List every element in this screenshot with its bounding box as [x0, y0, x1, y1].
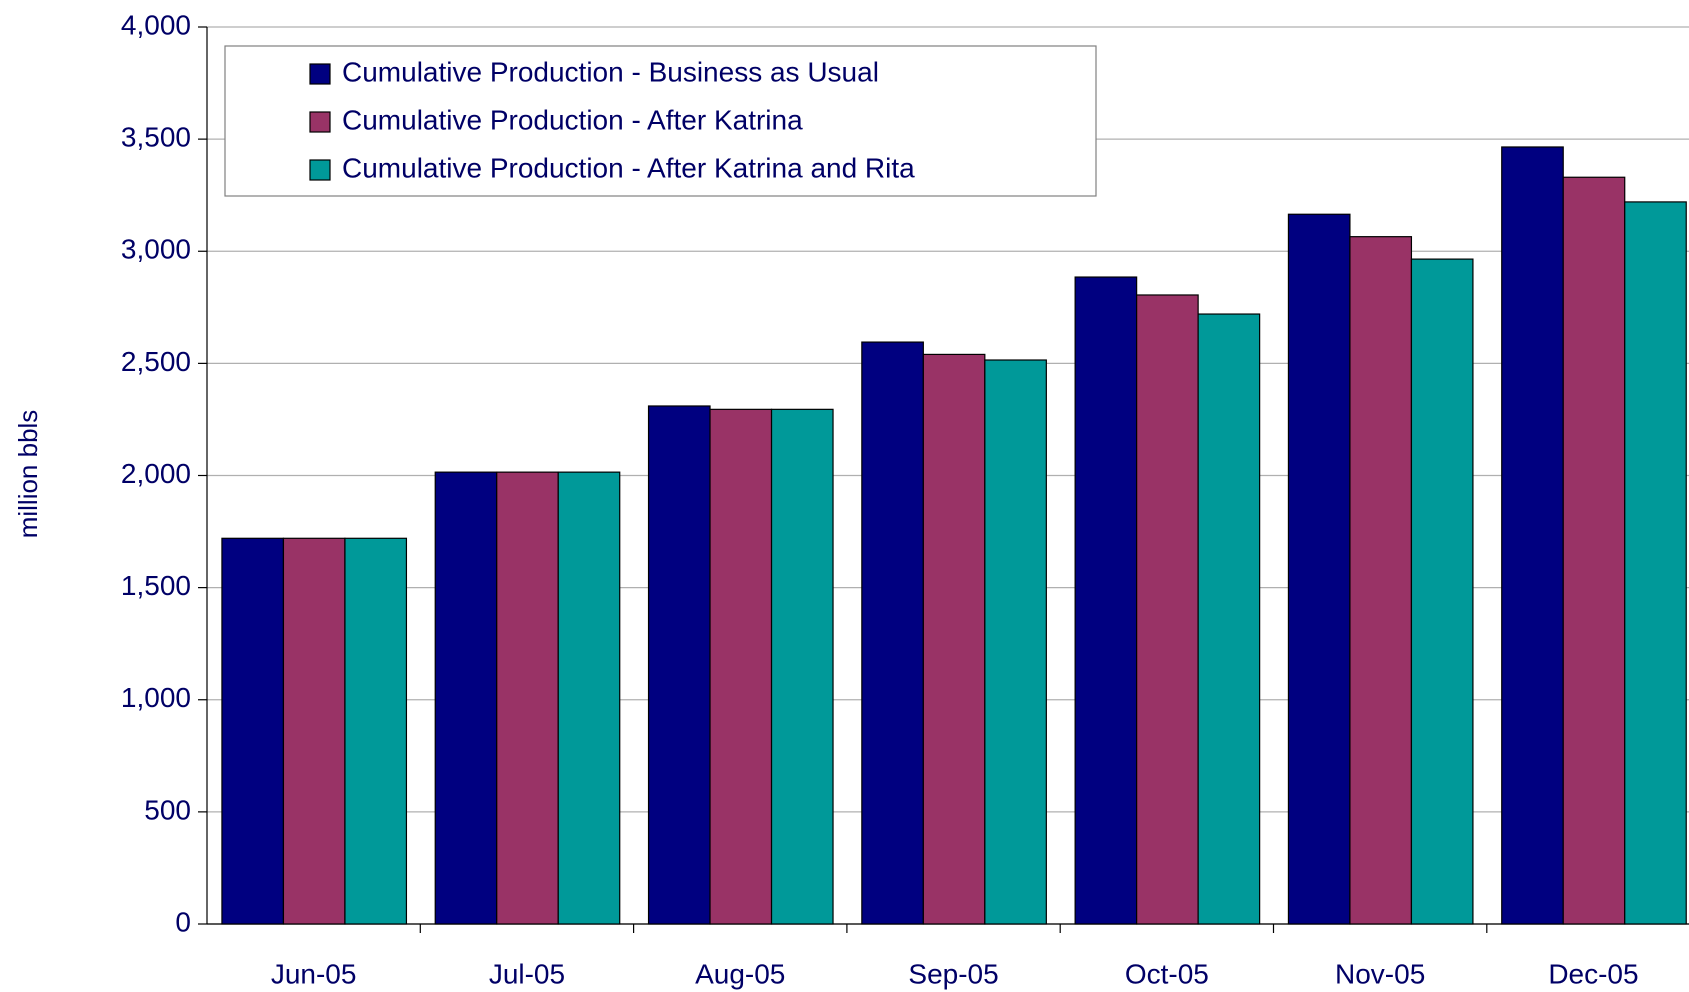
y-tick-label: 2,000 — [121, 458, 191, 489]
bar — [434, 471, 498, 925]
bar — [1624, 201, 1687, 925]
y-tick-label: 3,500 — [121, 122, 191, 153]
bar — [1136, 294, 1199, 925]
bar — [861, 341, 924, 925]
legend-label: Cumulative Production - After Katrina — [342, 104, 803, 135]
bar — [1562, 176, 1626, 925]
legend-label: Cumulative Production - After Katrina an… — [342, 152, 915, 183]
legend-swatch — [309, 63, 331, 85]
y-tick-label: 0 — [175, 906, 191, 937]
bar — [1501, 146, 1564, 925]
y-tick-label: 500 — [144, 794, 191, 825]
legend-swatch — [309, 111, 331, 133]
bar — [1287, 213, 1351, 925]
bar — [282, 537, 346, 925]
x-tick-label: Jun-05 — [271, 958, 357, 989]
bar — [1349, 236, 1413, 925]
bar — [344, 537, 408, 925]
y-tick-label: 4,000 — [121, 9, 191, 40]
legend-box — [224, 45, 1097, 197]
legend-label: Cumulative Production - Business as Usua… — [342, 56, 879, 87]
bar — [770, 408, 834, 925]
x-tick-label: Dec-05 — [1548, 958, 1638, 989]
y-axis-label: million bbls — [13, 410, 43, 539]
y-tick-label: 3,000 — [121, 234, 191, 265]
y-tick-label: 2,500 — [121, 346, 191, 377]
y-tick-label: 1,500 — [121, 570, 191, 601]
bar — [1410, 258, 1474, 925]
bar — [496, 471, 559, 925]
x-tick-label: Oct-05 — [1125, 958, 1209, 989]
x-tick-label: Jul-05 — [489, 958, 565, 989]
bar — [984, 359, 1047, 925]
x-tick-label: Sep-05 — [908, 958, 998, 989]
legend-swatch — [309, 159, 331, 181]
bar — [922, 353, 986, 925]
bar — [1074, 276, 1138, 925]
x-tick-label: Nov-05 — [1335, 958, 1425, 989]
bar — [1197, 313, 1261, 925]
bar — [709, 408, 773, 925]
bar — [221, 537, 285, 925]
bar — [647, 405, 711, 925]
x-tick-label: Aug-05 — [695, 958, 785, 989]
y-tick-label: 1,000 — [121, 682, 191, 713]
bar — [557, 471, 621, 925]
